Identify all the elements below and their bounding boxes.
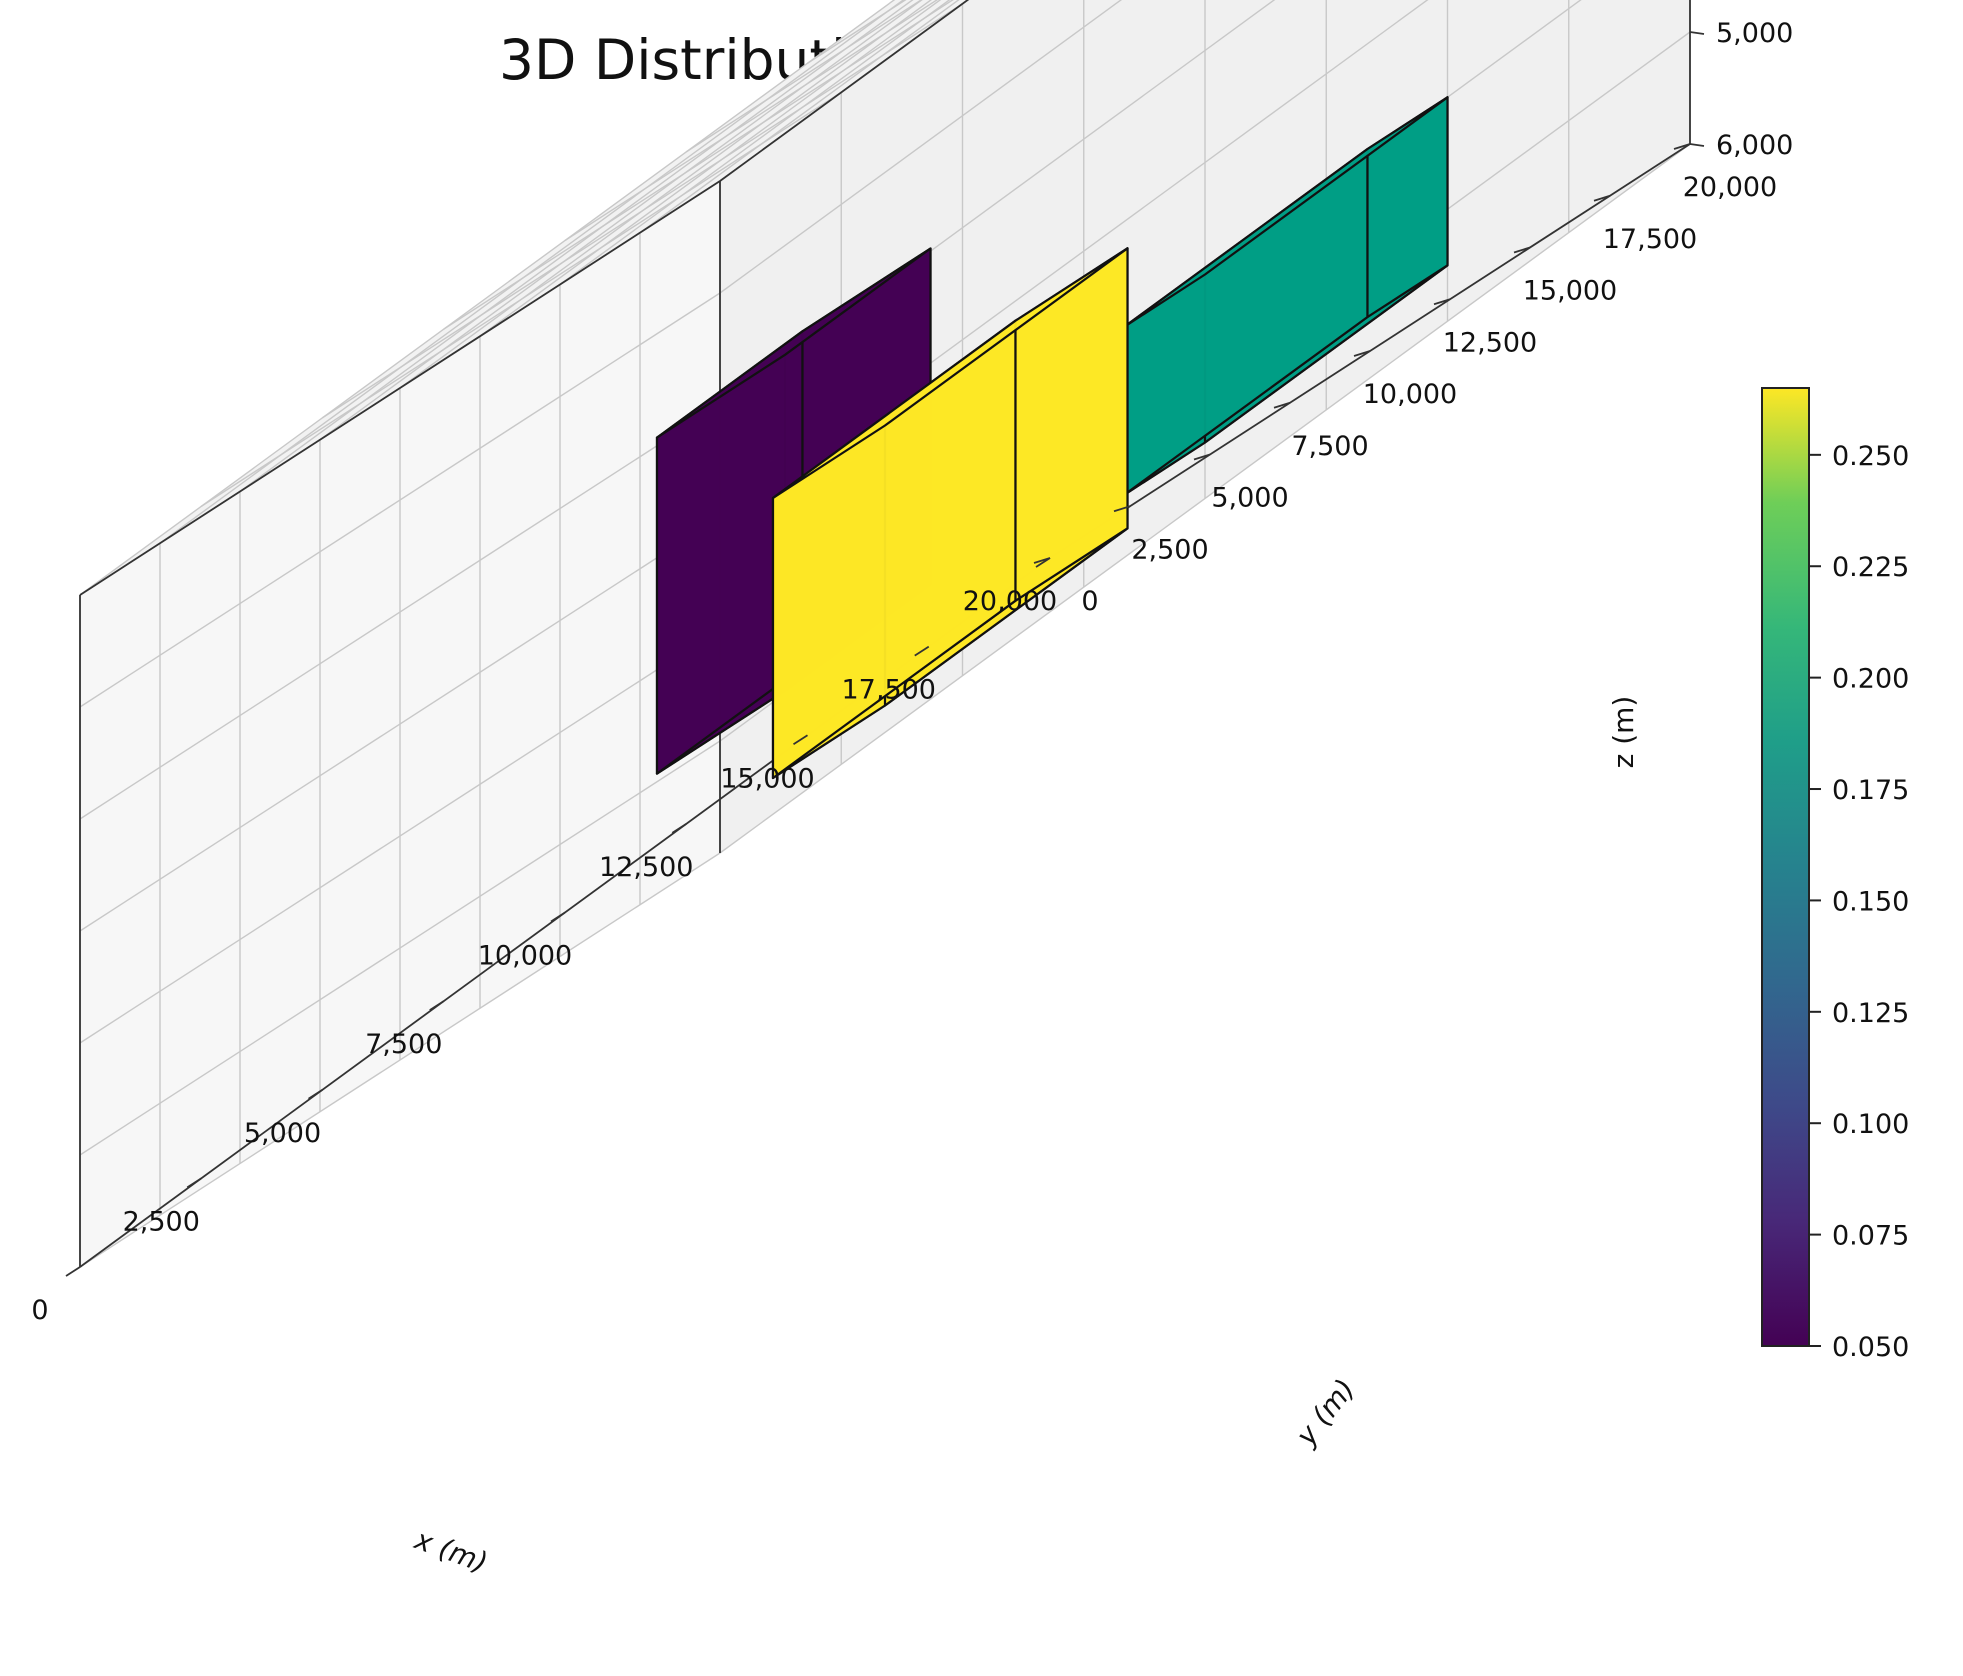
- pane-edge: [79, 180, 721, 596]
- x-tick-label: 7,500: [365, 1029, 442, 1060]
- box-top-face: [1123, 96, 1449, 328]
- gridline: [159, 0, 905, 544]
- z-tick-label: 6,000: [1716, 130, 1793, 161]
- colorbar-tick-label: 0.175: [1832, 775, 1909, 806]
- gridline: [79, 0, 896, 596]
- colorbar-tick-label: 0.050: [1832, 1332, 1909, 1363]
- x-tick-label: 5,000: [244, 1118, 321, 1149]
- tick-mark: [1689, 31, 1705, 35]
- box-top-face: [771, 247, 1129, 500]
- gridline: [719, 0, 1123, 294]
- y-axis-label: y (m): [1289, 1373, 1362, 1453]
- tick-mark: [65, 1266, 81, 1277]
- gridline: [239, 0, 914, 493]
- y-tick-label: 0: [1081, 586, 1098, 617]
- z-tick-label: 5,000: [1716, 18, 1793, 49]
- y-tick-label: 2,500: [1131, 534, 1208, 565]
- gridline: [79, 404, 721, 820]
- gridline: [685, 0, 923, 153]
- x-tick-label: 2,500: [123, 1206, 200, 1237]
- tick-mark: [550, 911, 566, 923]
- data-box: [1123, 96, 1449, 496]
- y-tick-label: 5,000: [1211, 483, 1288, 514]
- gridline: [479, 0, 942, 337]
- tick-mark: [1353, 350, 1371, 357]
- x-tick-label: 0: [31, 1295, 48, 1326]
- tick-mark: [1193, 453, 1211, 461]
- gridline: [79, 740, 721, 1156]
- gridline: [79, 628, 721, 1044]
- gridline: [639, 0, 960, 234]
- gridline: [79, 852, 721, 1268]
- x-tick-label: 12,500: [599, 852, 693, 883]
- colorbar-tick-label: 0.150: [1832, 886, 1909, 917]
- box-top-face: [655, 247, 932, 439]
- colorbar-tick-label: 0.250: [1832, 441, 1909, 472]
- tick-mark: [671, 823, 687, 834]
- x-tick-label: 10,000: [478, 941, 572, 972]
- colorbar-tick-label: 0.225: [1832, 552, 1909, 583]
- tick-mark: [914, 645, 930, 657]
- tick-mark: [186, 1177, 202, 1189]
- gridline: [79, 516, 721, 932]
- x-tick-label: 20,000: [963, 586, 1057, 617]
- tick-mark: [1273, 401, 1291, 409]
- x-tick-label: 17,500: [842, 675, 936, 706]
- tick-mark: [1689, 143, 1705, 147]
- y-tick-label: 20,000: [1683, 172, 1777, 203]
- y-tick-label: 7,500: [1291, 431, 1368, 462]
- tick-mark: [1433, 298, 1451, 306]
- colorbar-tick-label: 0.075: [1832, 1221, 1909, 1252]
- colorbar-tick-label: 0.100: [1832, 1109, 1909, 1140]
- gridline: [319, 0, 923, 441]
- data-boxes: [655, 96, 1449, 780]
- colorbar-tick-label: 0.200: [1832, 664, 1909, 695]
- z-axis-label: z (m): [1607, 696, 1640, 769]
- tick-mark: [793, 734, 808, 746]
- pane-edge: [719, 0, 970, 182]
- gridline: [79, 292, 721, 708]
- tick-labels: 02,5005,0007,50010,00012,50015,00017,500…: [31, 18, 1793, 1326]
- y-tick-label: 10,000: [1363, 379, 1457, 410]
- tick-mark: [1513, 246, 1531, 254]
- colorbar-tick-label: 0.125: [1832, 998, 1909, 1029]
- tick-mark: [1033, 557, 1051, 564]
- gridline: [399, 0, 933, 389]
- tick-mark: [1113, 505, 1131, 513]
- tick-mark: [308, 1088, 323, 1100]
- y-tick-label: 15,000: [1523, 276, 1617, 307]
- data-box: [771, 247, 1129, 780]
- colorbar-ticks: 0.050 0.075 0.100 0.125 0.150 0.175 0.200 0.225…: [1809, 441, 1909, 1363]
- tick-mark: [1673, 143, 1691, 150]
- y-tick-label: 17,500: [1603, 224, 1697, 255]
- gridline: [559, 0, 951, 286]
- gridline: [719, 143, 1691, 854]
- y-tick-label: 12,500: [1443, 327, 1537, 358]
- tick-mark: [1593, 194, 1611, 202]
- colorbar: [1761, 387, 1810, 1347]
- tick-mark: [429, 1000, 445, 1011]
- x-axis-label: x (m): [410, 1522, 492, 1579]
- x-tick-label: 15,000: [720, 763, 814, 794]
